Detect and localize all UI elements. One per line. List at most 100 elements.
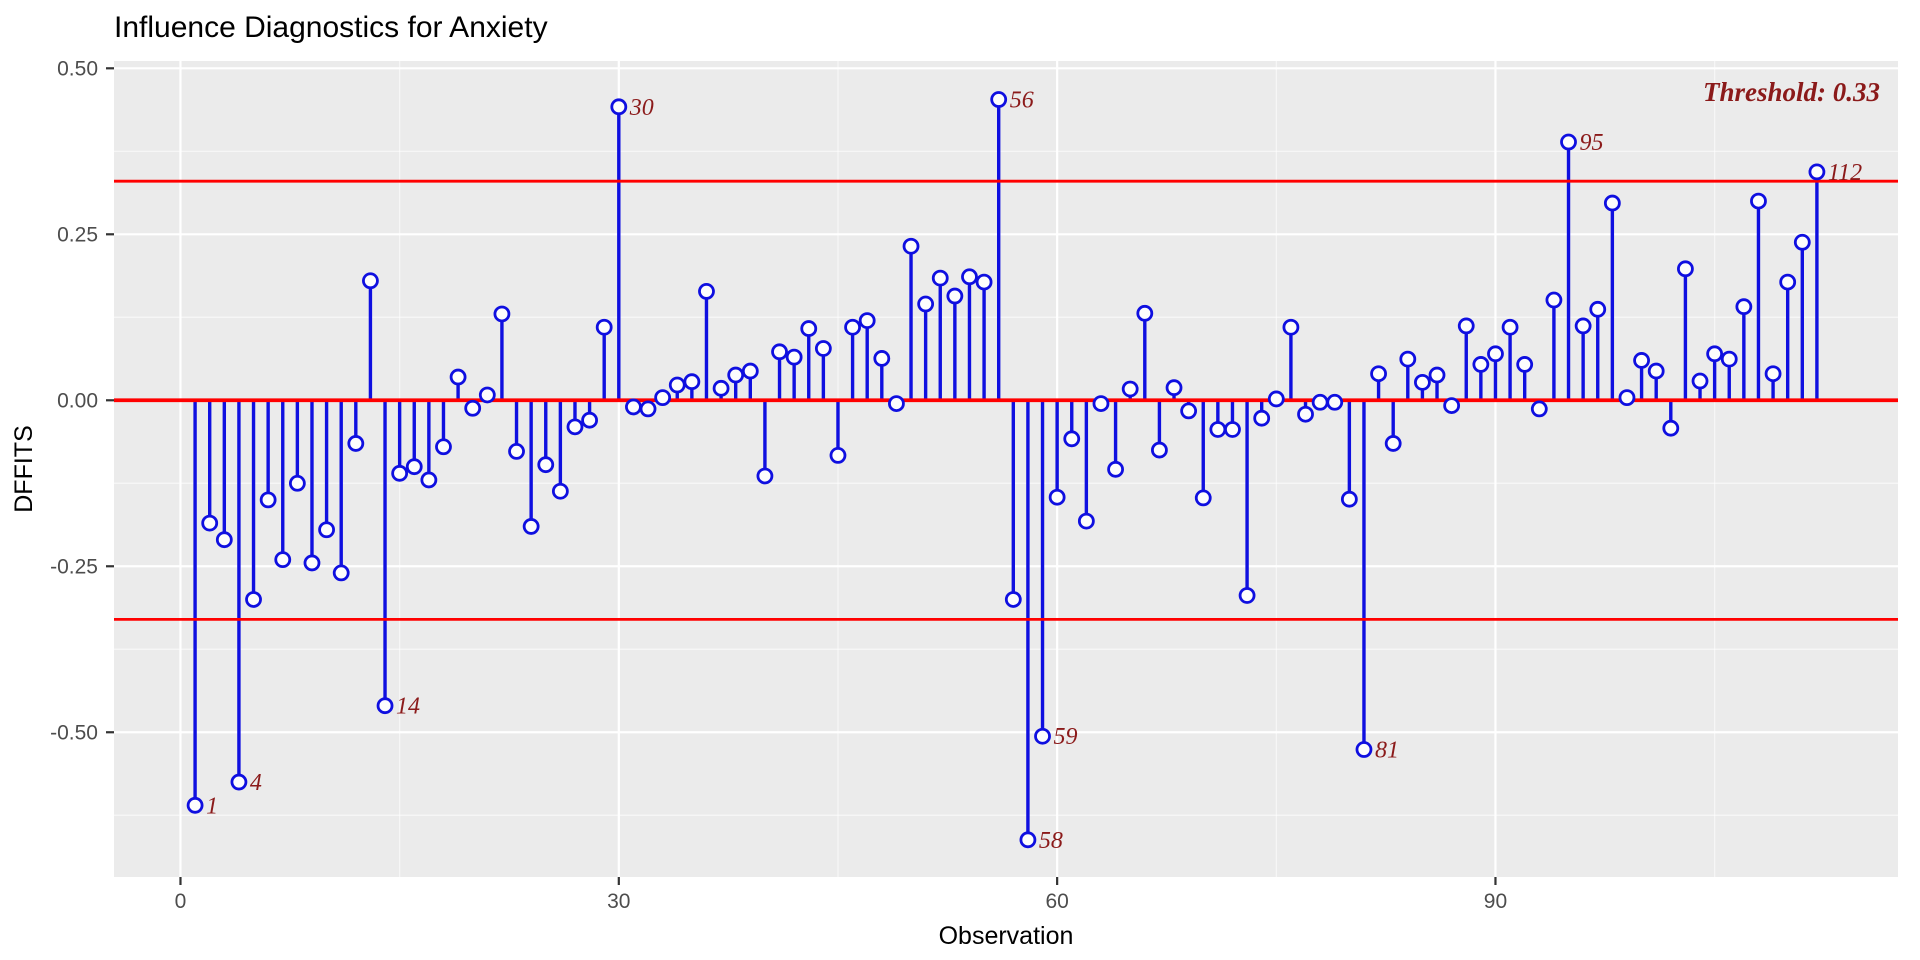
- data-point: [551, 482, 569, 500]
- data-point: [1501, 318, 1519, 336]
- data-point: [931, 269, 949, 287]
- y-tick-label: -0.25: [50, 555, 98, 578]
- stem-lines: [193, 99, 1819, 840]
- data-point: [1720, 350, 1738, 368]
- data-point: [1808, 163, 1826, 181]
- data-point: [376, 697, 394, 715]
- data-point: [858, 312, 876, 330]
- data-point: [727, 366, 745, 384]
- data-point: [303, 554, 321, 572]
- data-point: [668, 376, 686, 394]
- data-point: [785, 348, 803, 366]
- data-point: [537, 456, 555, 474]
- data-point: [625, 398, 642, 416]
- data-point: [1048, 488, 1066, 506]
- data-point: [1092, 395, 1110, 413]
- data-point: [1706, 345, 1724, 363]
- data-point: [712, 379, 730, 397]
- data-point: [259, 491, 277, 509]
- data-point: [1545, 291, 1563, 309]
- point-label: 30: [629, 95, 654, 121]
- data-point: [1034, 727, 1051, 745]
- data-point: [1253, 409, 1271, 427]
- data-point: [435, 438, 452, 456]
- data-point: [405, 458, 423, 476]
- data-point: [698, 282, 715, 300]
- data-point: [288, 474, 306, 492]
- data-point: [508, 443, 525, 460]
- data-point: [1662, 419, 1680, 437]
- point-label: 95: [1580, 130, 1604, 156]
- data-point: [873, 350, 891, 367]
- point-label: 59: [1054, 724, 1078, 750]
- data-point: [1209, 421, 1227, 438]
- data-point: [1516, 356, 1534, 373]
- data-point: [1633, 352, 1650, 369]
- data-point: [186, 796, 204, 814]
- data-point: [829, 446, 847, 464]
- x-tick-label: 0: [175, 890, 187, 913]
- data-point: [1530, 400, 1548, 418]
- data-point: [741, 362, 759, 380]
- data-point: [1487, 345, 1504, 363]
- data-point: [800, 320, 818, 337]
- data-point: [814, 340, 832, 357]
- y-axis-title: DFFITS: [10, 425, 38, 513]
- data-point: [318, 521, 335, 539]
- data-point: [1180, 402, 1198, 420]
- data-point: [1136, 304, 1154, 322]
- data-point: [1677, 260, 1694, 278]
- data-point: [566, 418, 584, 436]
- data-point: [1151, 441, 1168, 459]
- data-point: [201, 514, 219, 532]
- x-tick-label: 60: [1045, 890, 1068, 913]
- data-point: [1647, 362, 1665, 380]
- chart-title: Influence Diagnostics for Anxiety: [114, 11, 548, 44]
- data-point: [683, 373, 701, 391]
- y-tick-label: 0.00: [57, 389, 98, 412]
- data-point: [1457, 317, 1475, 335]
- data-point: [1297, 405, 1314, 423]
- data-point: [1311, 393, 1329, 411]
- data-point: [1340, 490, 1358, 508]
- data-point: [1750, 192, 1767, 210]
- data-point: [581, 411, 598, 429]
- data-point: [639, 400, 657, 418]
- point-label: 4: [250, 770, 262, 796]
- data-point: [1004, 591, 1022, 608]
- x-tick-label: 30: [607, 890, 630, 913]
- data-point: [1063, 430, 1081, 448]
- data-point: [1399, 350, 1417, 368]
- data-point: [230, 773, 248, 791]
- data-point: [1224, 421, 1241, 438]
- data-point: [1267, 390, 1285, 408]
- data-point: [1691, 372, 1709, 390]
- data-point: [1618, 389, 1636, 407]
- point-label: 14: [396, 694, 420, 720]
- axis-ticks: 0.50 0.25 0.00 -0.25 -0.50 0 30 60 90: [50, 57, 1507, 913]
- data-point: [771, 343, 788, 361]
- data-point: [1793, 233, 1811, 251]
- data-point: [1355, 741, 1373, 758]
- data-point: [1764, 365, 1782, 383]
- data-point: [1574, 317, 1592, 335]
- data-point: [391, 464, 409, 482]
- data-point: [975, 273, 993, 291]
- data-point: [464, 399, 482, 417]
- data-point: [1560, 133, 1577, 151]
- data-point: [493, 305, 511, 323]
- data-point: [961, 268, 978, 286]
- data-point: [654, 389, 672, 407]
- threshold-annotation: Threshold: 0.33: [1703, 77, 1880, 107]
- data-point: [362, 272, 379, 290]
- data-point: [1282, 318, 1300, 336]
- y-tick-label: -0.50: [50, 721, 98, 744]
- data-point: [332, 564, 350, 582]
- data-point: [1603, 194, 1621, 212]
- data-point: [1019, 831, 1037, 849]
- data-point: [274, 551, 292, 569]
- data-point: [946, 287, 964, 305]
- data-point: [917, 295, 935, 313]
